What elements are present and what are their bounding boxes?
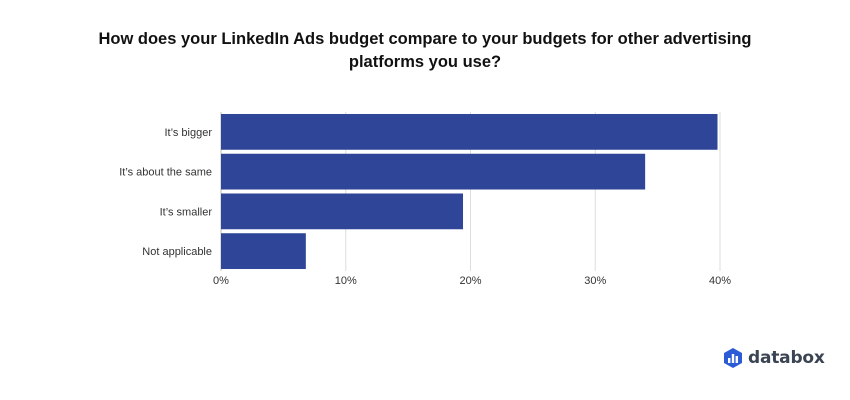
x-tick-label: 20% xyxy=(459,275,481,287)
category-label: It’s smaller xyxy=(160,206,213,218)
bar xyxy=(221,153,646,190)
category-label: It’s about the same xyxy=(119,167,212,179)
x-tick-label: 10% xyxy=(335,275,357,287)
x-tick-labels: 0% 10% 20% 30% 40% xyxy=(213,275,731,287)
databox-logo-icon xyxy=(724,348,742,368)
logo-text: databox xyxy=(748,348,825,368)
category-label: It’s bigger xyxy=(165,127,213,139)
bar xyxy=(221,233,306,270)
bar xyxy=(221,193,464,230)
x-tick-label: 0% xyxy=(213,275,229,287)
category-labels: It’s bigger It’s about the same It’s small… xyxy=(119,127,212,258)
chart-title: How does your LinkedIn Ads budget compar… xyxy=(98,30,752,71)
bar xyxy=(221,113,718,150)
bars xyxy=(221,113,718,270)
x-tick-label: 40% xyxy=(709,275,731,287)
x-tick-label: 30% xyxy=(584,275,606,287)
databox-logo: databox xyxy=(723,347,825,369)
category-label: Not applicable xyxy=(142,246,212,258)
